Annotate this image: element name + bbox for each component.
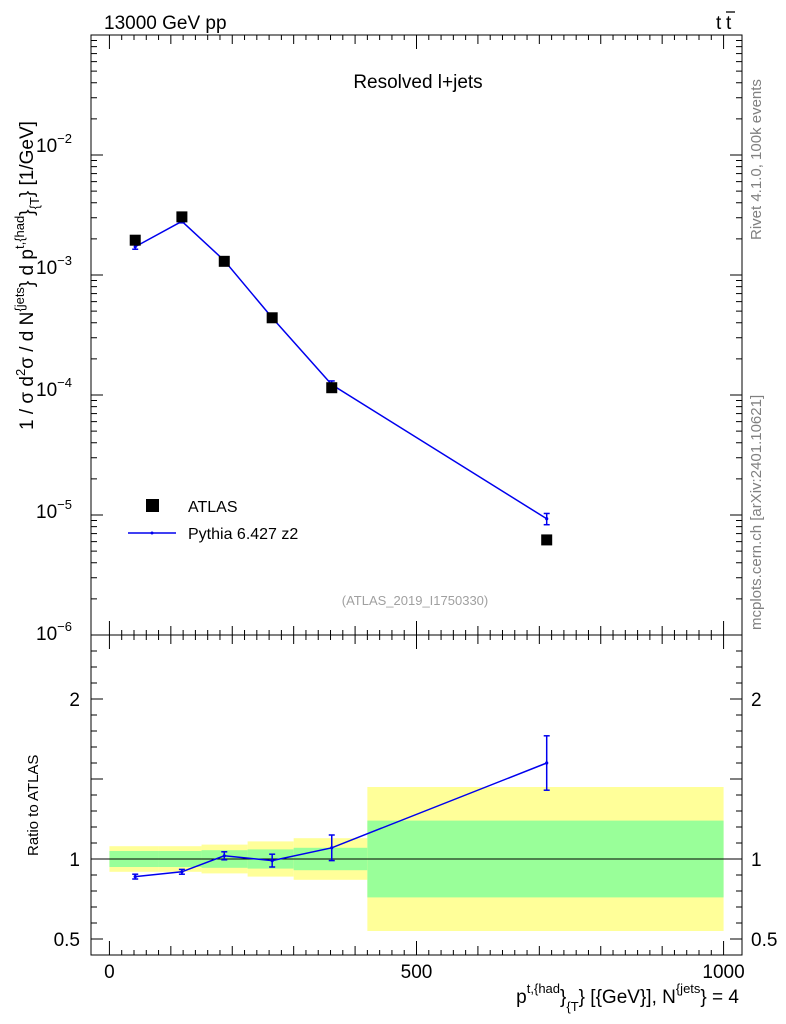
xtick-label-1000: 1000 (702, 962, 744, 983)
ytick-label-1e-3: 10−3 (36, 253, 72, 279)
legend-mc-marker (150, 531, 154, 535)
rivet-label: Rivet 4.1.0, 100k events (748, 79, 765, 240)
ytick-label-1e-2: 10−2 (36, 131, 72, 157)
ratio-ytick-label-1-right: 1 (751, 850, 762, 871)
ratio-ytick-label-2-right: 2 (751, 690, 762, 711)
ratio-ytick-label-1-left: 1 (69, 850, 80, 871)
ratio-mc-point (330, 846, 334, 850)
plot-title: Resolved l+jets (353, 72, 482, 93)
ratio-y-ticks (91, 634, 742, 940)
ratio-mc-point (270, 859, 274, 863)
main-mc-point (133, 245, 137, 249)
ytick-label-1e-6: 10−6 (36, 619, 72, 645)
ytick-label-1e-4: 10−4 (36, 375, 72, 401)
atlas-data-point (218, 255, 230, 267)
energy-label: 13000 GeV pp (104, 13, 227, 34)
main-y-ticks (91, 34, 742, 636)
ratio-ytick-label-0.5-right: 0.5 (751, 930, 777, 951)
main-x-ticks (108, 35, 725, 635)
main-frame (90, 34, 743, 636)
ytick-label-1e-5: 10−5 (36, 497, 72, 523)
ratio-series (132, 735, 550, 880)
main-panel: Resolved l+jets (ATLAS_2019_I1750330) 10… (12, 34, 743, 645)
process-t: t (716, 13, 722, 34)
ratio-mc-point (133, 875, 137, 879)
ratio-panel: 2 1 0.5 2 1 0.5 Ratio to ATLAS (25, 634, 777, 956)
main-mc-line (134, 220, 548, 520)
atlas-data-point (176, 211, 188, 223)
ratio-x-ticks (108, 635, 725, 955)
main-y-label: 1 / σ d2σ / d N{jets} d pt,{had}{T} [1/G… (12, 121, 42, 430)
legend-data-label: ATLAS (188, 499, 238, 516)
main-series (129, 211, 553, 546)
atlas-data-point (541, 534, 553, 546)
ratio-mc-point (180, 870, 184, 874)
ratio-mc-line (135, 762, 547, 878)
legend-data-marker (146, 499, 159, 512)
ratio-mc-point (545, 761, 549, 765)
atlas-data-point (129, 234, 141, 246)
legend: ATLAS Pythia 6.427 z2 (128, 499, 298, 543)
x-axis-label: pt,{had}{T} [{GeV}], N{jets} = 4 (516, 981, 739, 1014)
analysis-id: (ATLAS_2019_I1750330) (342, 593, 488, 608)
ratio-mc-point (222, 854, 226, 858)
ratio-ytick-label-0.5-left: 0.5 (54, 930, 80, 951)
xtick-label-500: 500 (401, 962, 433, 983)
process-tbar: t (726, 13, 732, 34)
atlas-data-point (266, 312, 278, 324)
ratio-ytick-label-2-left: 2 (69, 690, 80, 711)
atlas-data-point (326, 382, 338, 394)
main-mc-point (545, 517, 549, 521)
mcplots-label: mcplots.cern.ch [arXiv:2401.10621] (748, 395, 765, 630)
process-label: t t (716, 11, 735, 34)
xtick-label-0: 0 (104, 962, 115, 983)
legend-mc-label: Pythia 6.427 z2 (188, 526, 298, 543)
ratio-y-label: Ratio to ATLAS (25, 755, 42, 856)
main-y-tick-labels: 10−2 10−3 10−4 10−5 10−6 (36, 131, 72, 645)
